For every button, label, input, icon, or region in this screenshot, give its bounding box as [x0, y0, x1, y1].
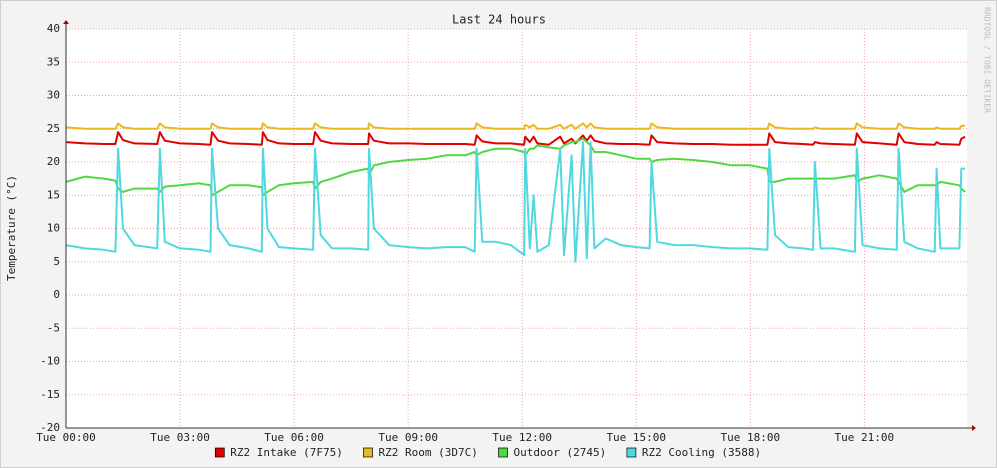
legend-label: Outdoor (2745)	[514, 446, 607, 459]
y-tick-label: -15	[40, 388, 60, 401]
legend-swatch	[214, 447, 225, 458]
x-tick-label: Tue 12:00	[492, 431, 552, 444]
y-tick-label: -10	[40, 355, 60, 368]
y-tick-label: 35	[47, 55, 60, 68]
y-tick-label: -5	[47, 321, 60, 334]
legend-swatch	[363, 447, 373, 458]
y-tick-label: 0	[53, 288, 60, 301]
legend-label: RZ2 Room (3D7C)	[379, 446, 478, 459]
lines	[65, 122, 966, 263]
series-line	[65, 137, 966, 197]
grid	[65, 28, 967, 429]
x-tick-label: Tue 15:00	[606, 431, 666, 444]
x-tick-label: Tue 09:00	[378, 431, 438, 444]
legend-label: RZ2 Cooling (3588)	[642, 446, 761, 459]
x-arrow	[972, 425, 976, 431]
x-tick-label: Tue 03:00	[150, 431, 210, 444]
x-tick-label: Tue 21:00	[835, 431, 895, 444]
chart-title: Last 24 hours	[452, 13, 546, 27]
y-tick-label: 30	[47, 89, 60, 102]
y-tick-label: 25	[47, 122, 60, 135]
y-tick-label: -20	[40, 421, 60, 434]
y-tick-label: 40	[47, 22, 60, 35]
series-line	[65, 141, 966, 263]
y-tick-label: 20	[47, 155, 60, 168]
y-arrow	[63, 20, 69, 24]
y-axis-label: Temperature (°C)	[5, 175, 18, 281]
x-tick-label: Tue 00:00	[36, 431, 96, 444]
series-line	[65, 122, 966, 130]
y-tick-label: 15	[47, 188, 60, 201]
y-tick-label: 5	[53, 255, 60, 268]
series-line	[65, 131, 966, 146]
y-tick-label: 10	[47, 222, 60, 235]
legend: RZ2 Intake (7F75) RZ2 Room (3D7C) Outdoor …	[214, 446, 761, 459]
legend-swatch	[498, 447, 508, 458]
x-tick-label: Tue 18:00	[720, 431, 780, 444]
watermark: RRDTOOL / TOBI OETIKER	[983, 7, 992, 113]
x-tick-label: Tue 06:00	[264, 431, 324, 444]
legend-swatch	[626, 447, 637, 458]
legend-label: RZ2 Intake (7F75)	[230, 446, 343, 459]
axes	[63, 20, 976, 431]
